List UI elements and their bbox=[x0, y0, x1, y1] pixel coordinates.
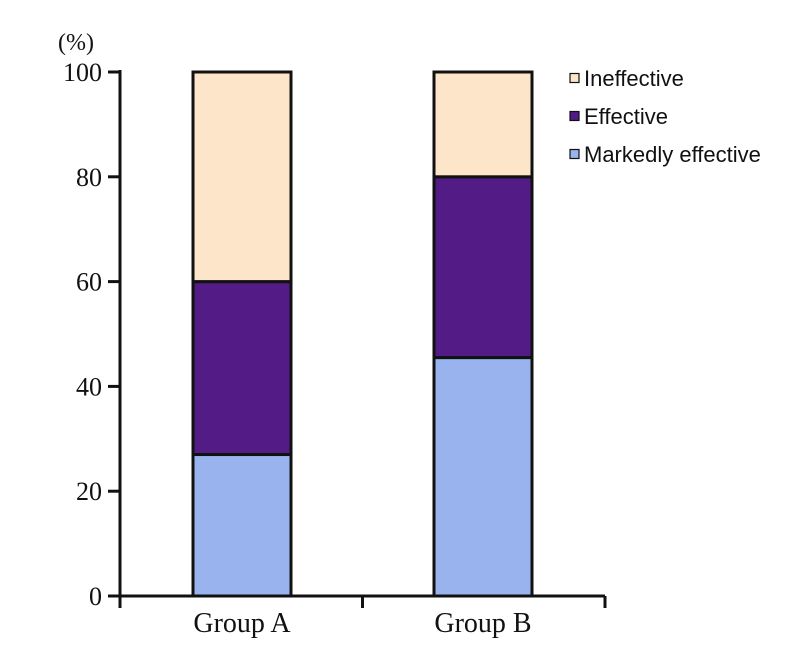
legend-swatch bbox=[569, 148, 580, 160]
y-tick-label: 80 bbox=[76, 163, 102, 192]
bar-segment-group-b-effective bbox=[432, 175, 534, 360]
bar-segment-group-b-ineffective bbox=[432, 70, 534, 179]
legend-swatch bbox=[569, 72, 580, 84]
bar-segment-group-a-ineffective bbox=[191, 70, 293, 284]
legend-label: Effective bbox=[584, 104, 668, 129]
y-tick-label: 100 bbox=[63, 58, 102, 87]
x-category-label: Group A bbox=[193, 608, 291, 639]
y-tick-label: 60 bbox=[76, 268, 102, 297]
bar-segment-group-b-markedly-effective bbox=[432, 356, 534, 598]
y-unit-label: (%) bbox=[58, 30, 94, 56]
y-tick-label: 40 bbox=[76, 372, 102, 401]
legend: Ineffective Effective Markedly effective bbox=[569, 66, 761, 167]
y-tick-label: 20 bbox=[76, 477, 102, 506]
bar-segment-group-a-effective bbox=[191, 280, 293, 457]
legend-label: Ineffective bbox=[584, 66, 684, 91]
y-tick-label: 0 bbox=[89, 582, 102, 611]
x-category-label: Group B bbox=[434, 608, 531, 639]
bars-layer bbox=[191, 70, 534, 598]
legend-swatch bbox=[569, 110, 580, 122]
bar-segment-group-a-markedly-effective bbox=[191, 453, 293, 598]
axes-layer: 0 20 40 60 80 100 Group A Group B bbox=[63, 58, 607, 639]
legend-label: Markedly effective bbox=[584, 142, 761, 167]
